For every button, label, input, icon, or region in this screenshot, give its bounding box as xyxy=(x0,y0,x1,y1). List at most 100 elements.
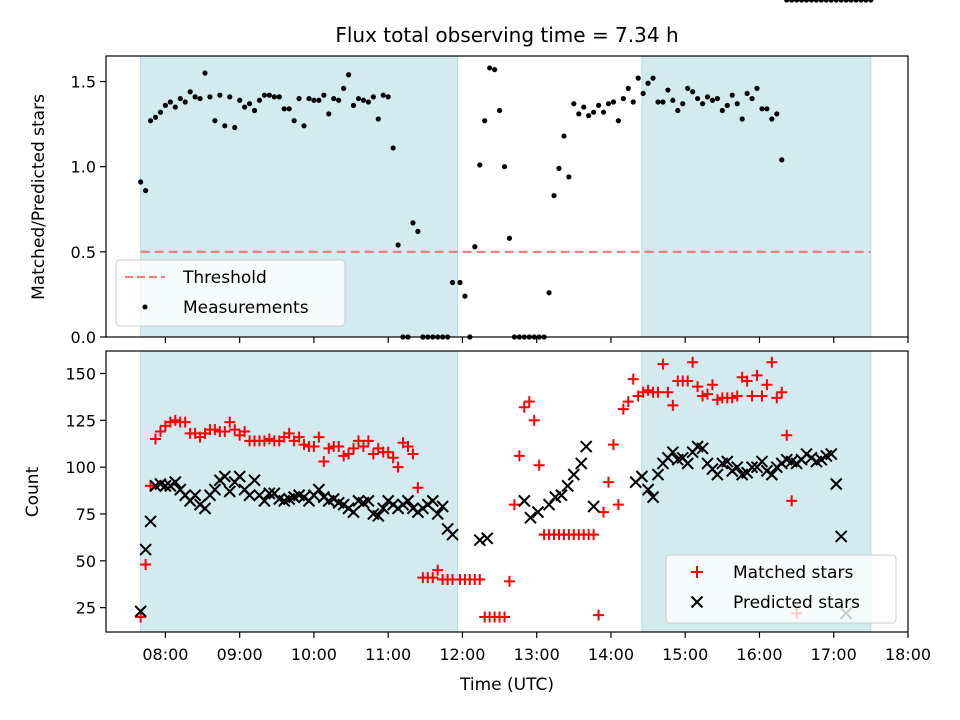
matched-star-point xyxy=(333,441,345,453)
measurement-point xyxy=(266,92,272,98)
predicted-star-point xyxy=(651,468,665,481)
predicted-star-point xyxy=(401,494,415,508)
measurement-point xyxy=(276,94,282,100)
matched-star-point xyxy=(602,476,614,488)
matched-star-point xyxy=(298,439,310,451)
matched-star-point xyxy=(756,390,768,402)
measurement-point xyxy=(784,0,790,3)
matched-star-point xyxy=(687,356,699,368)
matched-star-point xyxy=(308,441,320,453)
measurement-point xyxy=(395,242,401,248)
predicted-star-point xyxy=(531,505,545,519)
x-tick-label: 15:00 xyxy=(662,645,708,664)
measurement-point xyxy=(385,94,391,100)
measurement-point xyxy=(227,94,233,100)
measurement-point xyxy=(764,106,770,112)
matched-stars-series xyxy=(135,356,803,623)
matched-star-point xyxy=(352,435,364,447)
matched-star-point xyxy=(508,499,520,511)
measurement-point xyxy=(291,118,297,124)
measurement-point xyxy=(675,107,681,114)
matched-star-point xyxy=(293,431,305,443)
measurement-point xyxy=(380,92,386,98)
measurement-point xyxy=(271,94,277,100)
predicted-star-point xyxy=(431,507,444,521)
measurement-point xyxy=(670,97,676,103)
matched-star-point xyxy=(746,390,758,402)
matched-star-point xyxy=(657,358,669,370)
measurement-point xyxy=(591,109,597,115)
measurement-point xyxy=(754,85,760,91)
predicted-star-point xyxy=(347,505,360,519)
measurement-point xyxy=(546,290,552,296)
measurement-point xyxy=(182,99,188,105)
y-tick-label: 0.5 xyxy=(71,243,96,262)
matched-star-point xyxy=(766,356,778,368)
matched-star-point xyxy=(135,611,147,623)
measurement-point xyxy=(739,116,745,122)
predicted-star-point xyxy=(144,515,157,528)
y-tick-label: 50 xyxy=(76,552,96,571)
measurement-point xyxy=(863,0,869,3)
predicted-star-point xyxy=(646,490,660,504)
matched-star-point xyxy=(209,424,221,436)
predicted-star-point xyxy=(134,605,147,618)
measurement-point xyxy=(167,99,173,105)
matched-star-point xyxy=(367,448,379,460)
y-tick-label: 150 xyxy=(65,364,96,383)
measurement-point xyxy=(769,116,775,122)
measurement-point xyxy=(665,87,671,93)
matched-star-point xyxy=(593,609,605,621)
measurement-point xyxy=(177,95,183,102)
x-tick-label: 14:00 xyxy=(588,645,634,664)
measurement-point xyxy=(620,95,626,102)
matched-star-point xyxy=(283,427,295,439)
matched-star-point xyxy=(499,611,511,623)
x-tick-label: 09:00 xyxy=(217,645,263,664)
measurement-point xyxy=(162,102,169,108)
measurement-point xyxy=(360,97,367,103)
measurement-point xyxy=(242,104,248,110)
top-y-axis-label: Matched/Predicted stars xyxy=(29,94,49,300)
measurement-point xyxy=(261,92,268,98)
predicted-star-point xyxy=(681,457,694,470)
measurement-point xyxy=(217,92,223,98)
matched-star-point xyxy=(622,396,634,408)
matched-star-point xyxy=(407,448,419,460)
measurement-point xyxy=(390,145,396,151)
predicted-star-point xyxy=(312,483,326,496)
matched-star-point xyxy=(343,448,355,460)
matched-star-point xyxy=(318,456,330,468)
y-tick-label: 75 xyxy=(76,505,96,524)
predicted-star-point xyxy=(362,494,375,508)
matched-star-point xyxy=(697,390,709,402)
matched-star-point xyxy=(781,429,793,441)
bottom-legend: Matched stars Predicted stars xyxy=(665,554,897,624)
predicted-star-point xyxy=(198,502,212,515)
matched-star-point xyxy=(154,426,166,438)
measurement-point xyxy=(449,279,456,286)
predicted-star-point xyxy=(830,477,843,491)
measurement-point xyxy=(650,75,656,81)
matched-star-point xyxy=(706,379,718,391)
measurement-point xyxy=(143,187,149,194)
measurement-point xyxy=(492,67,498,73)
measurement-point xyxy=(350,102,357,108)
legend-threshold-label: Threshold xyxy=(182,268,267,288)
measurement-point xyxy=(719,107,725,114)
measurement-point xyxy=(581,104,587,110)
matched-star-point xyxy=(412,482,424,494)
matched-star-point xyxy=(338,450,350,462)
predicted-star-point xyxy=(169,475,182,489)
predicted-star-point xyxy=(524,511,537,524)
measurement-point xyxy=(222,123,228,129)
measurement-point xyxy=(331,95,337,102)
measurement-point xyxy=(556,165,562,171)
matched-star-point xyxy=(652,386,664,398)
predicted-star-point xyxy=(730,460,744,474)
matched-star-point xyxy=(692,381,704,393)
predicted-star-point xyxy=(696,442,709,455)
measurement-point xyxy=(415,228,421,235)
matched-star-point xyxy=(786,495,798,507)
matched-star-point xyxy=(323,442,335,454)
